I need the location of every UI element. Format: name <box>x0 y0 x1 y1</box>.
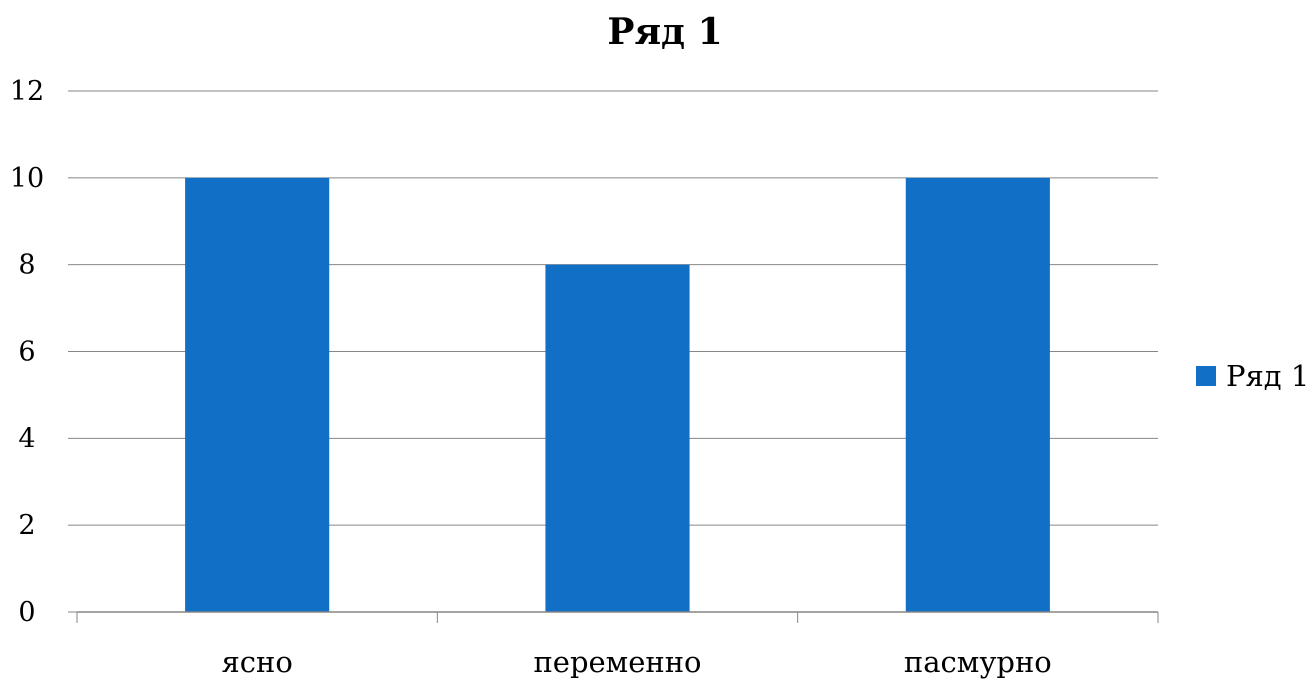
bar <box>545 264 690 612</box>
y-axis-ticks: 0 2 4 6 8 10 12 <box>10 76 77 628</box>
x-category-label: ясно <box>222 645 293 679</box>
x-axis <box>76 611 1159 623</box>
legend-swatch <box>1196 366 1216 386</box>
y-tick-label: 12 <box>10 76 44 107</box>
bar <box>185 177 330 613</box>
legend-label: Ряд 1 <box>1226 359 1309 393</box>
y-tick-label: 8 <box>18 250 35 281</box>
y-tick-label: 2 <box>18 510 35 541</box>
y-tick-label: 0 <box>18 597 35 628</box>
x-axis-labels: ясно переменно пасмурно <box>222 645 1052 679</box>
y-tick-label: 4 <box>18 423 35 454</box>
y-tick-label: 10 <box>10 163 44 194</box>
legend: Ряд 1 <box>1196 359 1309 393</box>
x-category-label: пасмурно <box>904 645 1052 679</box>
bars <box>185 177 1050 613</box>
x-category-label: переменно <box>533 645 701 679</box>
bar <box>905 177 1050 613</box>
y-tick-label: 6 <box>18 337 35 368</box>
chart-title: Ряд 1 <box>607 11 722 53</box>
